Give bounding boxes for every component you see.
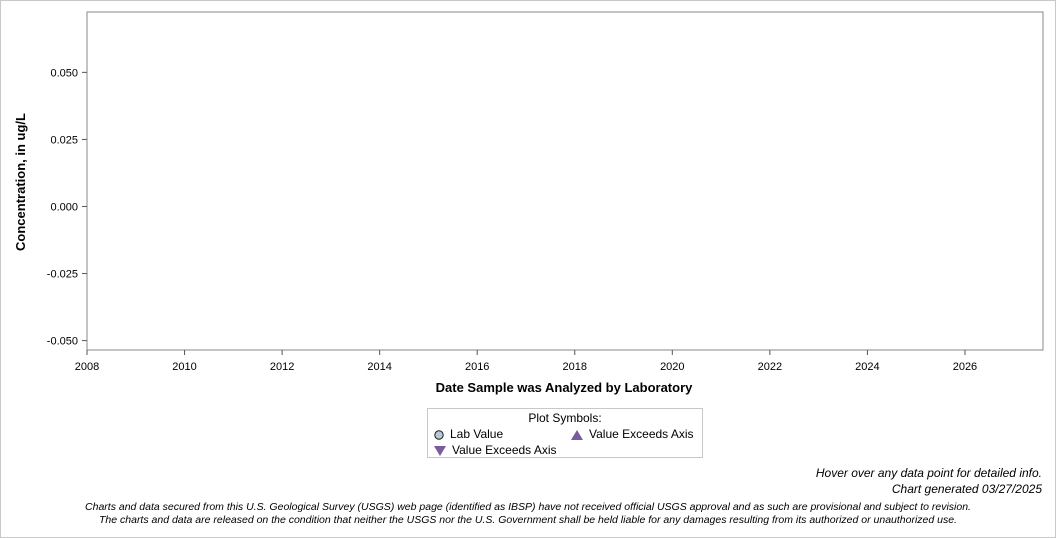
y-tick-label: -0.050 <box>47 336 78 348</box>
y-tick-label: 0.000 <box>50 201 78 213</box>
plot-area <box>86 11 1044 351</box>
legend-exceeds-up-label: Value Exceeds Axis <box>589 427 694 441</box>
generated-note: Chart generated 03/27/2025 <box>891 482 1042 496</box>
x-tick-label: 2024 <box>855 361 879 373</box>
legend-exceeds-down-label: Value Exceeds Axis <box>452 443 557 457</box>
disclaimer-line-2: The charts and data are released on the … <box>99 514 957 526</box>
lab-value-symbol-icon <box>434 430 444 440</box>
x-tick-label: 2012 <box>270 361 294 373</box>
y-tick-label: 0.025 <box>50 134 78 146</box>
scatter-chart: RPT Level 0.53390.230.1423-0.058-0.045-0… <box>13 11 1044 395</box>
legend-lab-value-label: Lab Value <box>450 427 504 441</box>
legend-lab-value: Lab Value <box>434 427 503 441</box>
x-tick-label: 2016 <box>465 361 489 373</box>
axes: -0.050 -0.025 0.000 0.025 0.050 2008 2010 2012 2… <box>47 11 1044 373</box>
x-tick-label: 2014 <box>367 361 391 373</box>
y-tick-label: -0.025 <box>47 269 78 281</box>
legend-title: Plot Symbols: <box>528 411 602 425</box>
disclaimer-line-1: Charts and data secured from this U.S. G… <box>85 501 971 513</box>
x-tick-label: 2020 <box>660 361 684 373</box>
legend-exceeds-down: Value Exceeds Axis <box>434 443 557 457</box>
legend-exceeds-up: Value Exceeds Axis <box>571 427 694 441</box>
y-axis-label: Concentration, in ug/L <box>13 113 28 251</box>
x-tick-label: 2026 <box>953 361 977 373</box>
x-tick-label: 2010 <box>172 361 196 373</box>
y-tick-label: 0.050 <box>50 67 78 79</box>
x-axis-label: Date Sample was Analyzed by Laboratory <box>436 380 693 395</box>
hover-note: Hover over any data point for detailed i… <box>815 466 1042 480</box>
legend: Plot Symbols: Lab Value Value Exceeds Ax… <box>427 408 703 458</box>
triangle-down-icon <box>434 445 446 456</box>
x-tick-label: 2018 <box>563 361 587 373</box>
x-tick-label: 2022 <box>758 361 782 373</box>
triangle-up-icon <box>571 429 583 440</box>
x-tick-label: 2008 <box>75 361 99 373</box>
